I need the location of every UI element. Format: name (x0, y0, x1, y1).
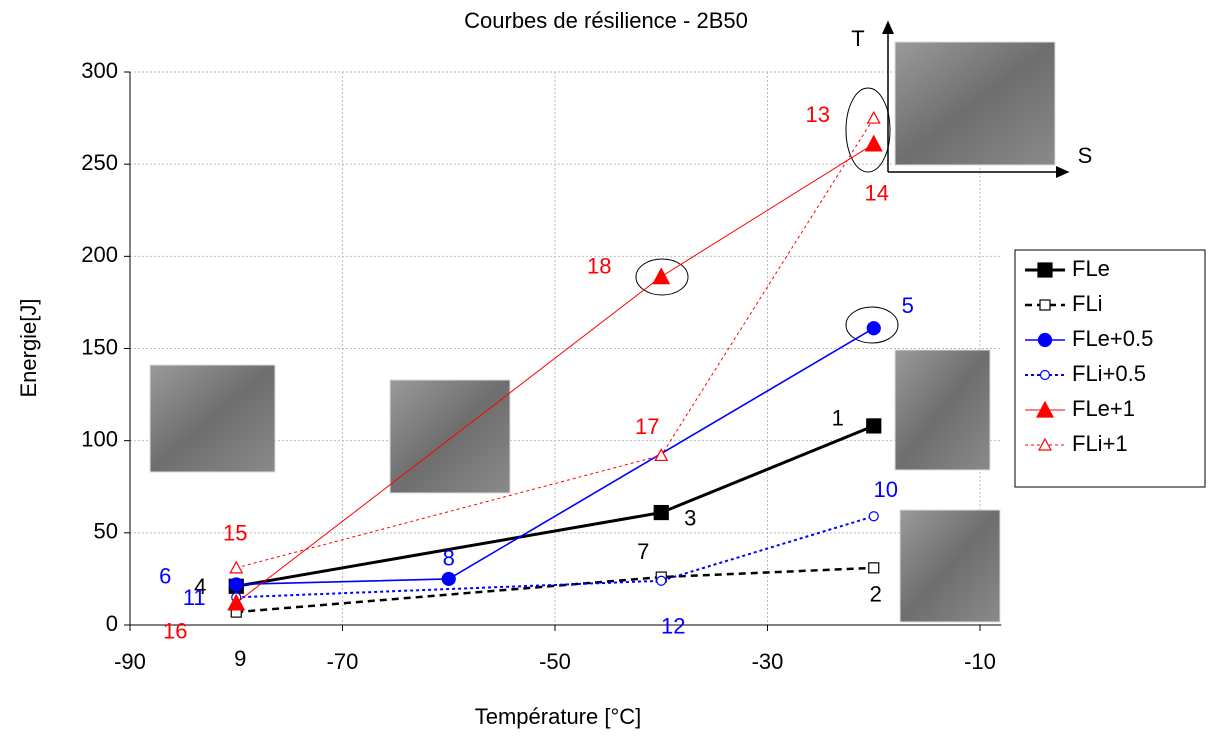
marker (866, 418, 882, 434)
point-label: 9 (234, 646, 246, 671)
marker (1037, 437, 1053, 451)
legend-label: FLe (1072, 256, 1110, 281)
highlight-ellipse (845, 306, 899, 344)
inset-label: S (1078, 143, 1093, 168)
photo (149, 364, 276, 473)
point-label: 6 (159, 563, 171, 588)
marker (1036, 400, 1054, 418)
point-label: 7 (637, 539, 649, 564)
y-tick-label: 200 (81, 242, 118, 267)
x-tick-label: -10 (964, 649, 996, 674)
marker (868, 562, 880, 574)
point-label: 12 (661, 614, 685, 639)
x-tick-label: -50 (539, 649, 571, 674)
legend-label: FLi+1 (1072, 431, 1128, 456)
y-axis-label: Energie[J] (16, 298, 41, 397)
y-tick-label: 0 (106, 611, 118, 636)
point-label: 2 (870, 582, 882, 607)
point-label: 4 (194, 574, 206, 599)
photo (389, 379, 511, 494)
legend-label: FLi (1072, 291, 1103, 316)
x-tick-label: -70 (327, 649, 359, 674)
point-label: 16 (163, 619, 187, 644)
legend-label: FLe+1 (1072, 396, 1135, 421)
x-axis-label: Température [°C] (475, 704, 642, 729)
y-tick-label: 100 (81, 426, 118, 451)
specimen-photos (149, 41, 1056, 623)
photo (899, 509, 1001, 623)
point-label: 18 (587, 253, 611, 278)
marker (653, 504, 669, 521)
highlight-ellipse (845, 87, 891, 173)
point-label: 11 (183, 585, 206, 610)
point-label: 5 (902, 293, 914, 318)
marker (866, 110, 881, 124)
marker (1037, 332, 1053, 348)
marker (1037, 262, 1053, 278)
highlight-ellipse (635, 258, 689, 296)
legend-label: FLe+0.5 (1072, 326, 1153, 351)
chart-title: Courbes de résilience - 2B50 (464, 8, 748, 33)
point-label: 1 (832, 406, 844, 431)
marker (227, 593, 246, 611)
highlights (635, 87, 899, 344)
marker (652, 267, 671, 285)
marker (441, 571, 456, 587)
photo (894, 41, 1056, 166)
marker (1039, 299, 1051, 311)
marker (868, 511, 879, 522)
grid (130, 71, 1002, 625)
point-label: 15 (223, 521, 247, 546)
point-label: 3 (684, 505, 696, 530)
point-label: 17 (635, 414, 659, 439)
marker (866, 321, 881, 336)
point-label: 8 (443, 546, 455, 571)
y-tick-label: 50 (94, 519, 118, 544)
x-tick-label: -30 (752, 649, 784, 674)
inset-label: T (851, 26, 864, 51)
marker (1039, 369, 1051, 381)
x-tick-label: -90 (114, 649, 146, 674)
marker (229, 560, 244, 574)
legend-label: FLi+0.5 (1072, 361, 1146, 386)
y-tick-label: 150 (81, 334, 118, 359)
marker (656, 575, 667, 586)
y-tick-label: 300 (81, 58, 118, 83)
marker (229, 577, 244, 592)
point-label: 10 (874, 477, 898, 502)
y-tick-label: 250 (81, 150, 118, 175)
point-label: 13 (806, 102, 830, 127)
marker (864, 134, 883, 152)
photo (894, 349, 991, 471)
point-label: 14 (865, 181, 889, 206)
marker (654, 448, 669, 462)
